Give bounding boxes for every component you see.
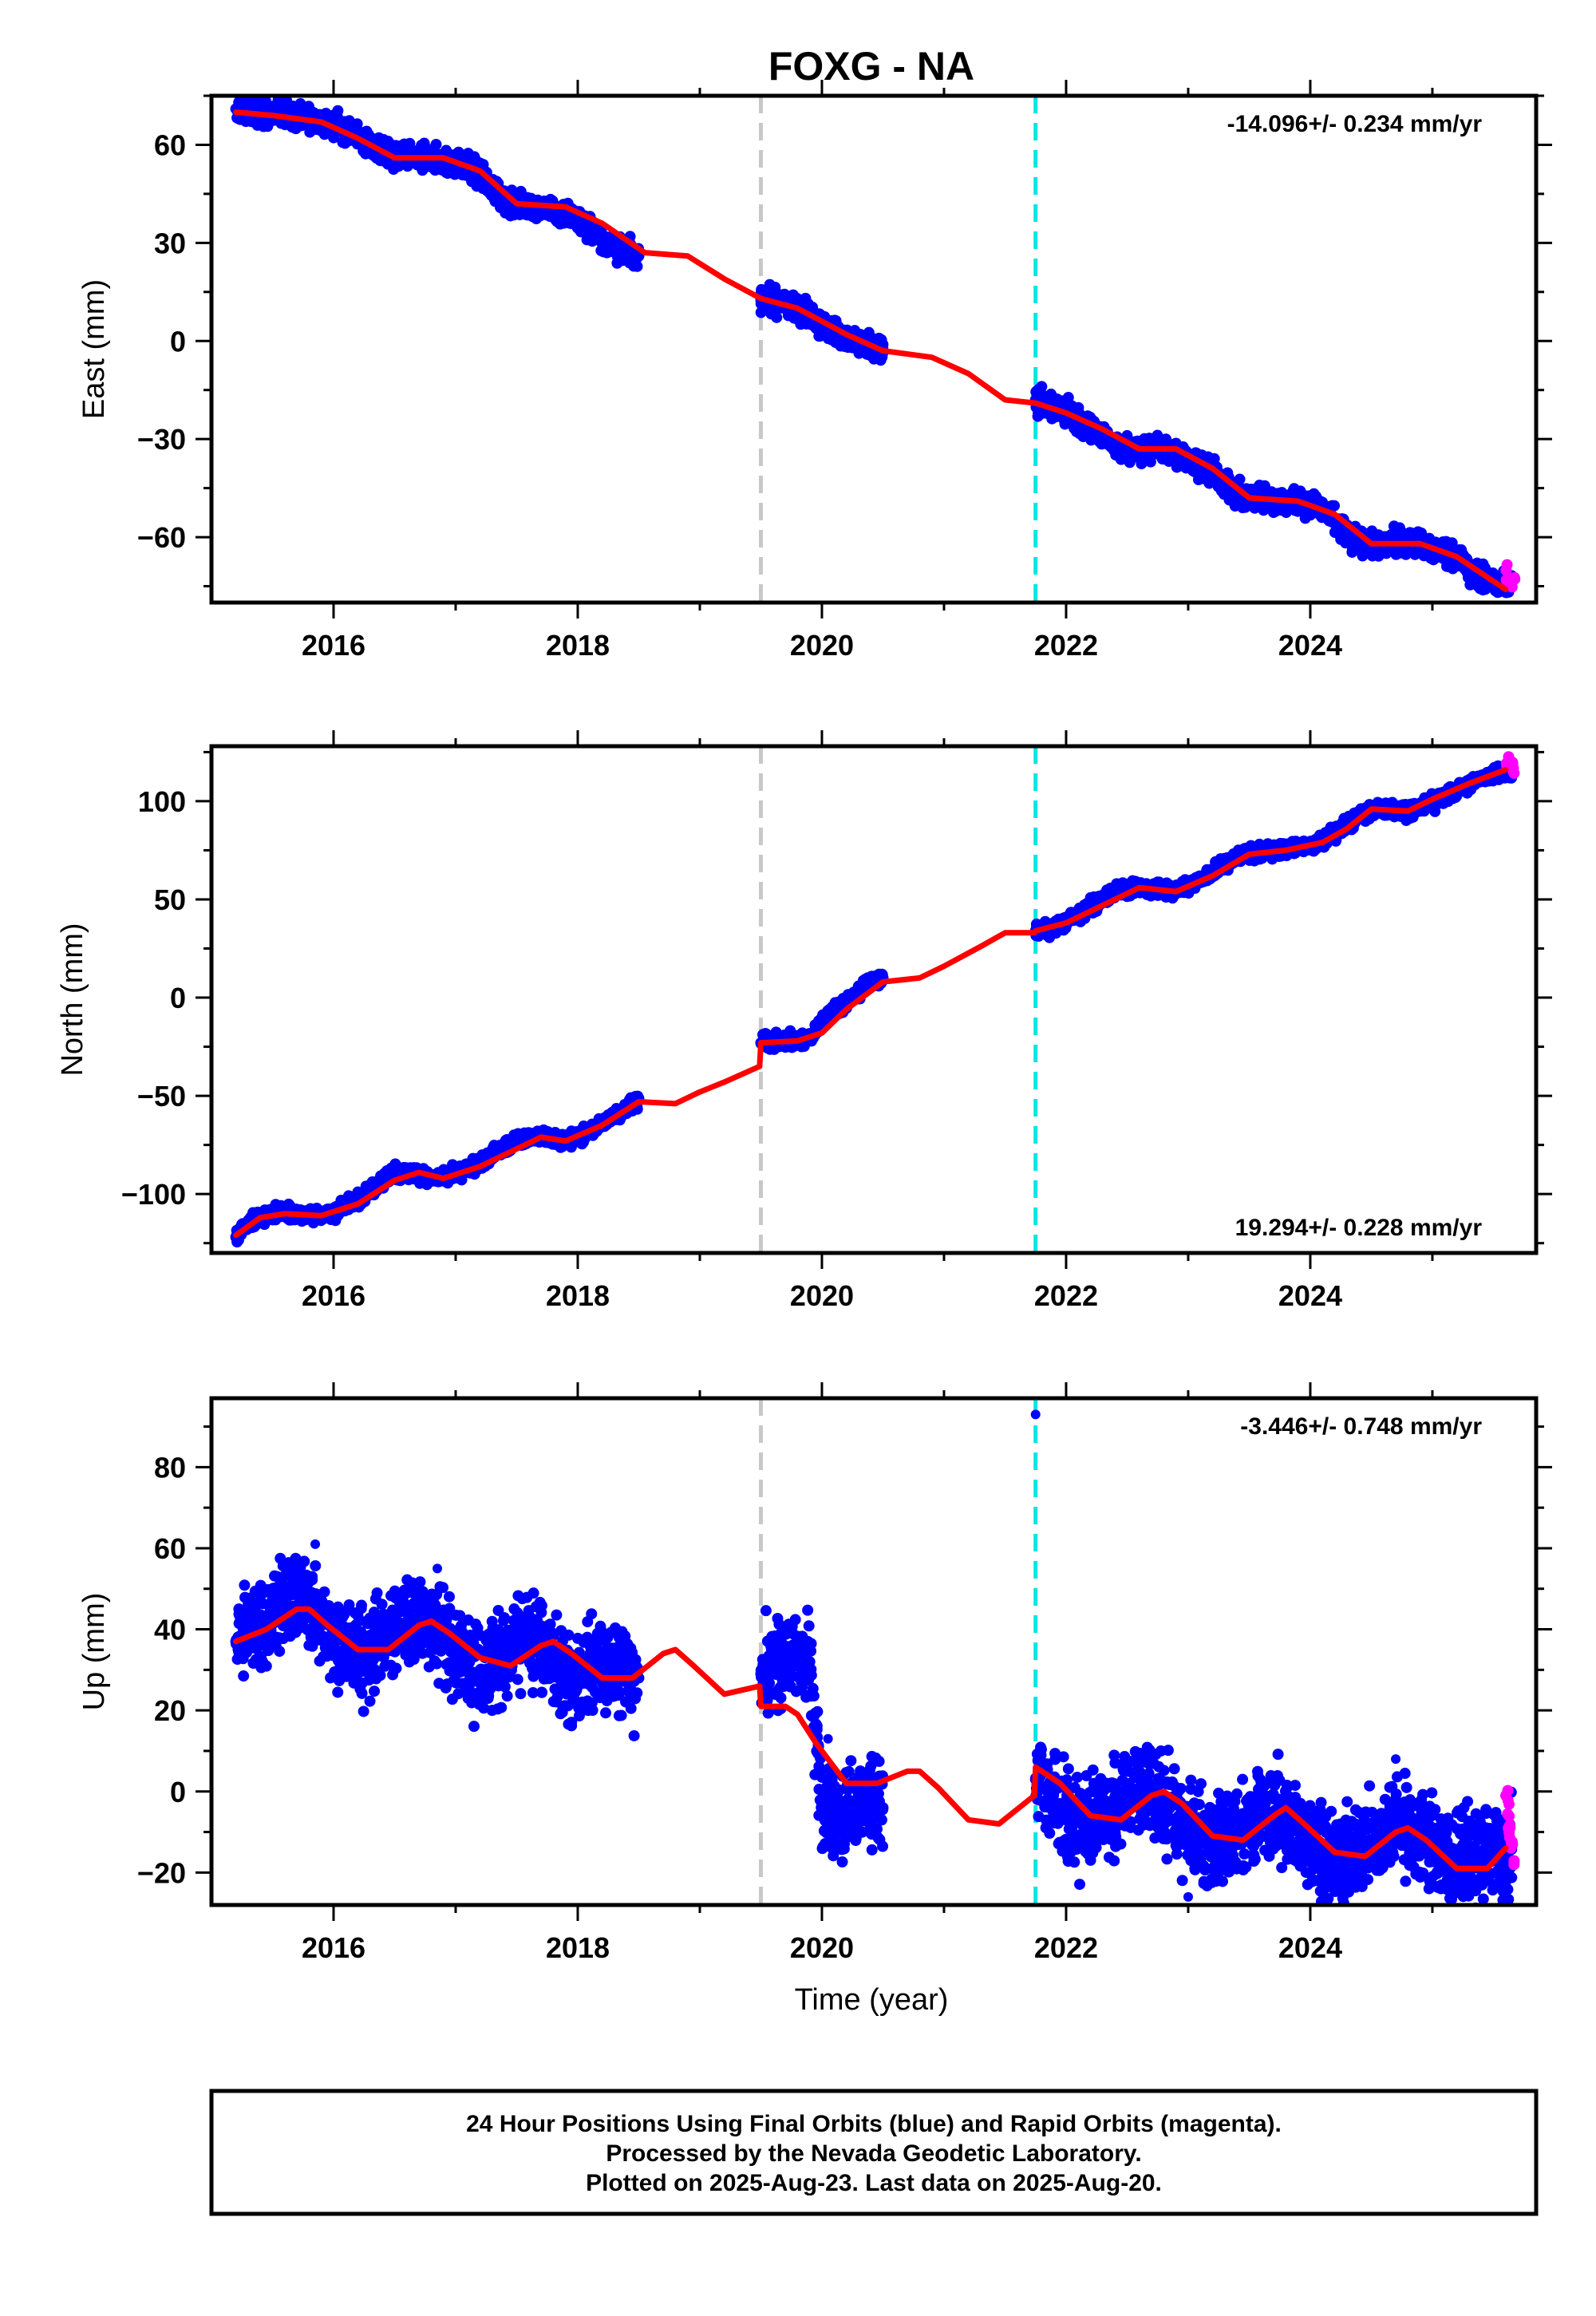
plot-area [230, 746, 1520, 1253]
panel-frame [209, 93, 1539, 605]
data-point [330, 1215, 342, 1227]
final-point [596, 234, 608, 246]
final-point [584, 223, 596, 235]
data-point [628, 260, 640, 272]
data-point [782, 310, 794, 322]
y-tick-label: −30 [137, 423, 186, 456]
x-tick-label: 2022 [1034, 629, 1098, 662]
rapid-points [1500, 559, 1521, 593]
x-tick-label: 2024 [1278, 629, 1342, 662]
rapid-point [1501, 559, 1513, 571]
data-point [1191, 468, 1203, 480]
y-tick-label: 60 [154, 128, 186, 161]
final-point [571, 214, 583, 226]
data-point [390, 140, 402, 152]
final-point [1103, 437, 1115, 449]
panel-1: 2016 2018 2020 2022 2024 −60 −30 0 30 60 East (mm)… [77, 80, 1552, 662]
data-point [873, 332, 885, 344]
data-point [294, 97, 306, 109]
data-point [291, 119, 303, 131]
data-point [318, 128, 330, 140]
data-point [1073, 401, 1084, 413]
final-point [1347, 535, 1359, 547]
data-point [1477, 558, 1489, 570]
data-point [1416, 528, 1428, 539]
data-point [755, 306, 767, 318]
data-point [1373, 550, 1385, 562]
y-tick-label: 30 [154, 227, 186, 259]
x-tick-label: 2016 [302, 629, 365, 662]
x-tick-label: 2018 [546, 629, 610, 662]
rate-label: -14.096+/- 0.234 mm/yr [1227, 111, 1483, 137]
y-tick-label: −60 [137, 521, 186, 554]
data-point [452, 147, 464, 159]
data-point [1388, 520, 1400, 532]
x-tick-label: 2020 [790, 629, 854, 662]
final-point [608, 240, 620, 252]
y-axis-label: East (mm) [77, 279, 111, 419]
data-point [489, 196, 501, 207]
plot-area [230, 96, 1521, 603]
data-point [1056, 395, 1068, 407]
final-point [1115, 443, 1127, 455]
y-tick-label: 0 [170, 325, 186, 358]
rapid-point [1509, 573, 1521, 585]
data-point [462, 148, 474, 160]
data-point [611, 257, 623, 269]
data-point [868, 350, 880, 362]
data-point [830, 315, 842, 327]
data-point [1234, 473, 1246, 485]
model-line [233, 109, 1509, 593]
data-point [1036, 381, 1048, 393]
figure-title: FOXG - NA [768, 44, 974, 89]
final-point [621, 247, 633, 259]
panels-group: 2016 2018 2020 2022 2024 −60 −30 0 30 60 East (mm)… [56, 80, 1552, 1964]
data-point [771, 311, 783, 323]
data-point [1254, 479, 1266, 491]
data-point [1115, 453, 1127, 465]
